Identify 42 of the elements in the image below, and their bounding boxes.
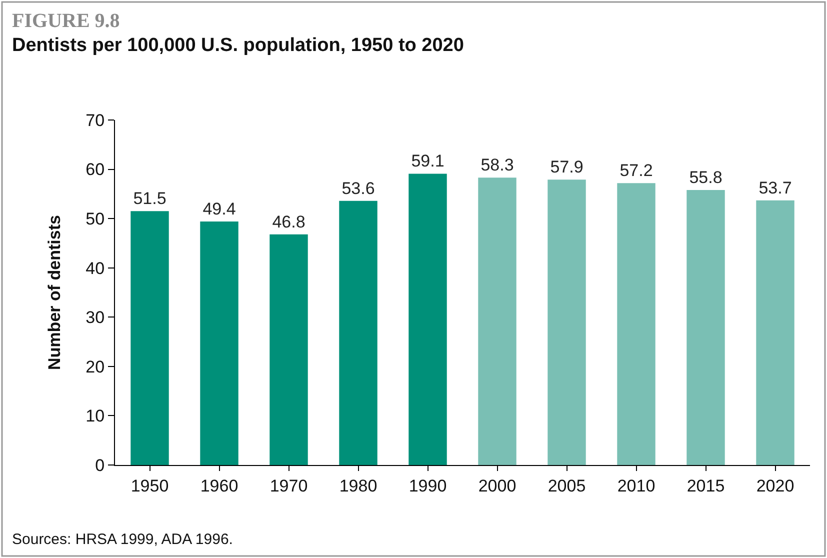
x-tick-label: 2000 bbox=[478, 476, 516, 496]
x-tick-label: 1980 bbox=[339, 476, 378, 496]
bar bbox=[270, 234, 308, 465]
y-tick-label: 30 bbox=[86, 308, 105, 328]
bar bbox=[200, 222, 238, 465]
data-label: 51.5 bbox=[133, 189, 166, 208]
data-label: 49.4 bbox=[202, 200, 236, 219]
x-tick-label: 1990 bbox=[408, 476, 447, 496]
x-tick-label: 2015 bbox=[686, 476, 725, 496]
data-label: 46.8 bbox=[272, 212, 306, 232]
y-tick-label: 50 bbox=[86, 210, 105, 229]
data-label: 55.8 bbox=[689, 168, 722, 187]
x-tick-label: 1970 bbox=[270, 476, 308, 496]
bar bbox=[756, 200, 794, 465]
y-tick-label: 70 bbox=[86, 110, 105, 130]
data-label: 53.7 bbox=[758, 178, 792, 198]
data-label: 58.3 bbox=[480, 156, 514, 175]
bar bbox=[617, 183, 656, 465]
chart-title: FIGURE 9.8 bbox=[12, 10, 120, 32]
bar bbox=[339, 200, 378, 465]
bar bbox=[408, 174, 447, 465]
data-label: 57.9 bbox=[550, 158, 584, 177]
y-tick-label: 10 bbox=[86, 406, 105, 426]
source-note: Sources: HRSA 1999, ADA 1996. bbox=[12, 531, 233, 548]
data-label: 57.2 bbox=[620, 161, 653, 180]
x-tick-label: 2010 bbox=[617, 476, 656, 496]
data-label: 59.1 bbox=[411, 152, 444, 171]
x-tick-label: 2020 bbox=[756, 476, 794, 496]
y-tick-label: 40 bbox=[86, 258, 105, 278]
x-tick-label: 1950 bbox=[130, 476, 169, 496]
bar bbox=[478, 178, 516, 465]
y-tick-label: 60 bbox=[86, 160, 105, 180]
bar bbox=[548, 180, 586, 465]
x-tick-label: 1960 bbox=[200, 476, 238, 496]
data-label: 53.6 bbox=[342, 178, 375, 198]
y-tick-label: 0 bbox=[95, 456, 105, 475]
bar bbox=[130, 211, 169, 465]
chart-subtitle: Dentists per 100,000 U.S. population, 1950 to 2020 bbox=[12, 35, 464, 56]
bar bbox=[686, 190, 725, 465]
x-tick-label: 2005 bbox=[548, 476, 586, 496]
y-tick-label: 20 bbox=[86, 357, 105, 376]
y-axis-title: Number of dentists bbox=[45, 215, 64, 370]
